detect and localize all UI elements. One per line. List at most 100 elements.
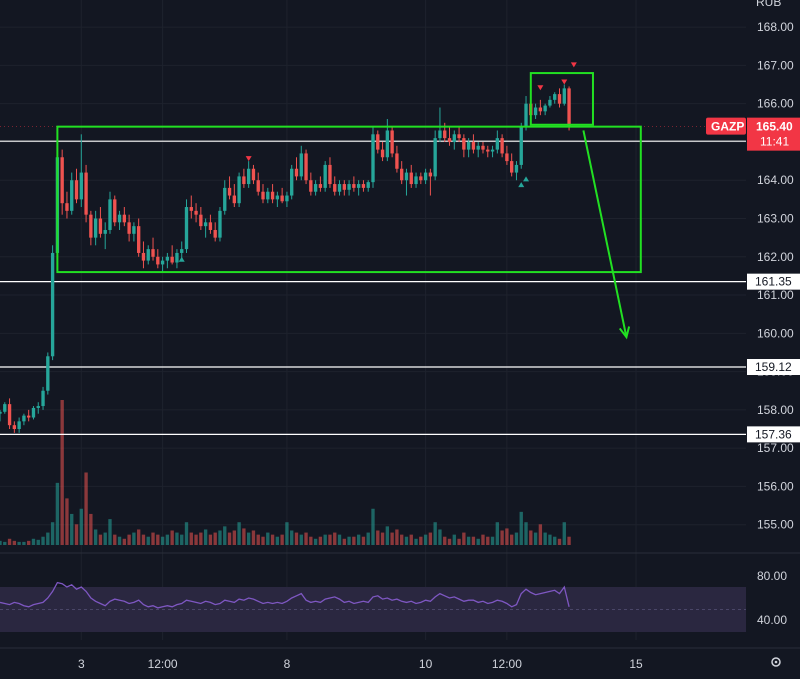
candle-body bbox=[447, 138, 452, 142]
candle-body bbox=[323, 164, 327, 188]
volume-bar bbox=[366, 532, 370, 545]
volume-bar bbox=[452, 534, 456, 545]
volume-bar bbox=[46, 532, 50, 545]
symbol-tag bbox=[706, 117, 746, 135]
candle-body bbox=[361, 184, 366, 188]
volume-bar bbox=[137, 529, 141, 545]
level-tag-label: 157.36 bbox=[755, 427, 792, 441]
volume-bar bbox=[400, 534, 404, 545]
rsi-line bbox=[0, 581, 570, 609]
volume-bar bbox=[275, 536, 280, 545]
candle-body bbox=[256, 180, 260, 192]
candle-body bbox=[108, 199, 112, 230]
candle-body bbox=[41, 390, 45, 407]
candle-body bbox=[251, 168, 256, 181]
volume-bar bbox=[184, 522, 189, 545]
candle-body bbox=[141, 252, 146, 261]
candle-body bbox=[103, 229, 107, 234]
candle-body bbox=[510, 161, 514, 173]
time-axis[interactable]: 3 12:00 8 10 12:00 15 bbox=[78, 657, 643, 671]
candle-body bbox=[151, 249, 155, 257]
volume-bar bbox=[151, 532, 155, 545]
volume-bar bbox=[553, 536, 557, 545]
volume-bar bbox=[31, 538, 36, 545]
arrow-head bbox=[618, 326, 631, 340]
volume-bar bbox=[419, 536, 423, 545]
sell-marker bbox=[537, 85, 544, 91]
volume-bar bbox=[223, 526, 227, 545]
candle-body bbox=[36, 406, 40, 408]
volume-bar bbox=[17, 541, 21, 545]
rectangles[interactable] bbox=[56, 72, 642, 274]
volume-bar bbox=[117, 536, 122, 545]
candle-body bbox=[318, 184, 323, 188]
candle-body bbox=[12, 425, 17, 430]
candle-body bbox=[347, 184, 351, 190]
volume-bar bbox=[113, 534, 117, 545]
buy-marker bbox=[523, 176, 530, 182]
volume-bar bbox=[294, 532, 299, 545]
candle-body bbox=[519, 126, 523, 165]
volume-bar bbox=[141, 534, 146, 545]
volume-bar bbox=[227, 532, 232, 545]
volume-bar bbox=[93, 529, 98, 545]
volume-bar bbox=[356, 534, 361, 545]
volume-bar bbox=[466, 536, 471, 545]
candle-body bbox=[242, 176, 246, 185]
candle-body bbox=[89, 214, 93, 238]
candle-body bbox=[471, 141, 476, 150]
volume-bar bbox=[22, 541, 26, 545]
price-tick-label: 160.00 bbox=[757, 326, 794, 340]
volume-bar bbox=[457, 538, 461, 545]
price-tick-label: 163.00 bbox=[757, 212, 794, 226]
candle-body bbox=[294, 168, 299, 177]
candle-body bbox=[567, 88, 571, 127]
volume-bar bbox=[89, 513, 93, 545]
candle-body bbox=[419, 176, 423, 181]
volume-bar bbox=[519, 511, 523, 545]
volume-bar bbox=[323, 534, 327, 545]
candle-body bbox=[428, 172, 433, 177]
volume-bar bbox=[505, 528, 509, 545]
candle-body bbox=[79, 172, 83, 200]
top-axis-label: RUB bbox=[756, 0, 781, 9]
gear-icon[interactable] bbox=[771, 657, 781, 667]
volume-bar bbox=[423, 534, 428, 545]
candle-body bbox=[376, 134, 380, 150]
candle-body bbox=[514, 164, 519, 173]
candle-body bbox=[156, 256, 160, 265]
level-tag-label: 161.35 bbox=[755, 275, 792, 289]
candle-body bbox=[309, 180, 313, 192]
candle-body bbox=[476, 145, 480, 150]
candle-body bbox=[184, 207, 189, 250]
candle-body bbox=[466, 141, 471, 150]
volume-bar bbox=[337, 534, 342, 545]
volume-bar bbox=[3, 541, 7, 545]
volume-bar bbox=[443, 536, 447, 545]
candle-body bbox=[313, 184, 318, 192]
range-box[interactable] bbox=[529, 72, 594, 126]
candle-body bbox=[390, 130, 394, 154]
candle-body bbox=[65, 203, 69, 211]
volume-bar bbox=[280, 534, 284, 545]
candle-body bbox=[137, 226, 141, 253]
candle-body bbox=[495, 138, 500, 150]
buy-marker bbox=[178, 256, 185, 262]
volume-bar bbox=[409, 534, 413, 545]
arrow-line[interactable] bbox=[582, 130, 628, 338]
range-box[interactable] bbox=[56, 125, 642, 274]
candle-body bbox=[400, 168, 404, 181]
rsi-pane[interactable]: 80.00 40.00 bbox=[0, 569, 787, 632]
volume-bar bbox=[180, 534, 184, 545]
volume-bar bbox=[309, 536, 313, 545]
candle-body bbox=[433, 138, 437, 177]
volume-bar bbox=[165, 534, 170, 545]
volume-bar bbox=[313, 538, 318, 545]
volume-bar bbox=[548, 534, 552, 545]
candle-body bbox=[280, 195, 284, 202]
volume-bar bbox=[208, 534, 213, 545]
volume-bar bbox=[203, 529, 208, 545]
volume-bar bbox=[490, 536, 495, 545]
trend-arrow[interactable] bbox=[582, 130, 631, 340]
